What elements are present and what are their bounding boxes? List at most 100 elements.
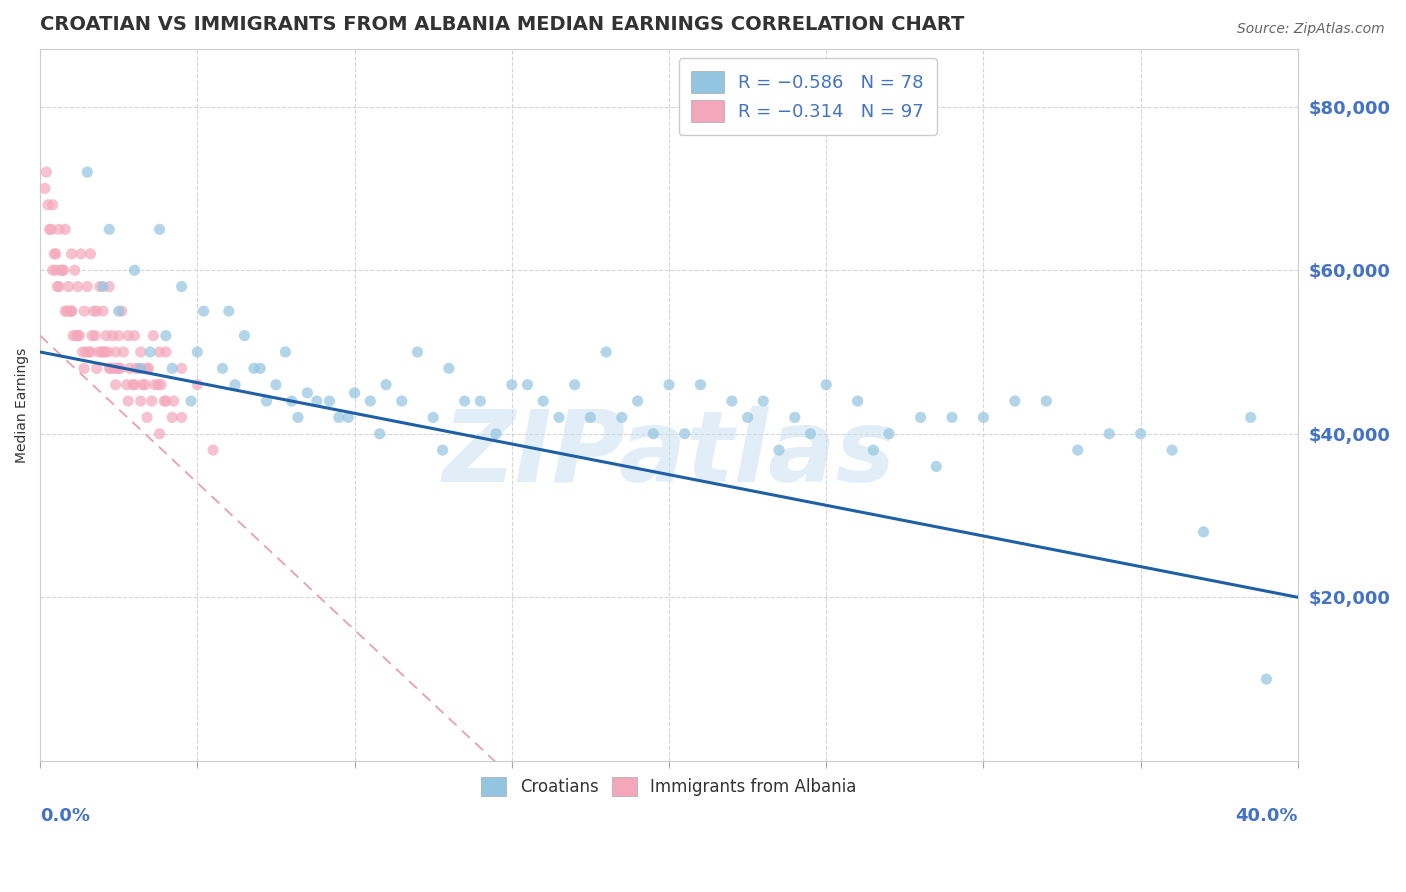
Point — [1192, 524, 1215, 539]
Point — [752, 394, 775, 409]
Point — [67, 328, 90, 343]
Point — [925, 459, 948, 474]
Point — [531, 394, 554, 409]
Point — [91, 345, 114, 359]
Point — [37, 198, 59, 212]
Point — [1035, 394, 1057, 409]
Point — [107, 328, 129, 343]
Point — [1240, 410, 1263, 425]
Point — [105, 361, 128, 376]
Point — [211, 361, 233, 376]
Point — [111, 304, 134, 318]
Point — [1067, 443, 1090, 458]
Point — [256, 394, 278, 409]
Point — [432, 443, 454, 458]
Point — [337, 410, 360, 425]
Point — [66, 279, 89, 293]
Point — [783, 410, 806, 425]
Point — [149, 345, 172, 359]
Point — [579, 410, 602, 425]
Point — [1161, 443, 1184, 458]
Point — [66, 328, 89, 343]
Point — [143, 377, 166, 392]
Point — [453, 394, 475, 409]
Point — [44, 247, 66, 261]
Point — [101, 328, 124, 343]
Point — [721, 394, 744, 409]
Point — [65, 328, 87, 343]
Point — [186, 377, 208, 392]
Text: 0.0%: 0.0% — [41, 807, 90, 825]
Point — [86, 304, 108, 318]
Point — [104, 345, 127, 359]
Point — [107, 304, 129, 318]
Point — [128, 361, 150, 376]
Point — [224, 377, 246, 392]
Point — [972, 410, 994, 425]
Point — [150, 377, 173, 392]
Point — [233, 328, 256, 343]
Point — [79, 345, 101, 359]
Text: CROATIAN VS IMMIGRANTS FROM ALBANIA MEDIAN EARNINGS CORRELATION CHART: CROATIAN VS IMMIGRANTS FROM ALBANIA MEDI… — [41, 15, 965, 34]
Point — [73, 361, 96, 376]
Point — [643, 426, 665, 441]
Point — [673, 426, 696, 441]
Point — [595, 345, 617, 359]
Point — [51, 263, 73, 277]
Point — [1256, 672, 1278, 686]
Point — [124, 328, 146, 343]
Point — [193, 304, 215, 318]
Point — [60, 304, 83, 318]
Point — [72, 345, 94, 359]
Point — [180, 394, 202, 409]
Point — [60, 304, 83, 318]
Point — [153, 394, 176, 409]
Point — [1098, 426, 1121, 441]
Text: 40.0%: 40.0% — [1236, 807, 1298, 825]
Point — [35, 165, 58, 179]
Point — [98, 279, 121, 293]
Point — [799, 426, 821, 441]
Point — [53, 304, 76, 318]
Point — [73, 304, 96, 318]
Point — [53, 222, 76, 236]
Point — [318, 394, 340, 409]
Point — [264, 377, 287, 392]
Point — [129, 361, 152, 376]
Point — [170, 410, 193, 425]
Point — [98, 222, 121, 236]
Point — [470, 394, 492, 409]
Point — [658, 377, 681, 392]
Point — [768, 443, 790, 458]
Point — [86, 361, 108, 376]
Point — [124, 263, 146, 277]
Point — [91, 279, 114, 293]
Point — [737, 410, 759, 425]
Point — [129, 394, 152, 409]
Point — [34, 181, 56, 195]
Point — [437, 361, 460, 376]
Point — [89, 279, 111, 293]
Point — [98, 361, 121, 376]
Point — [104, 377, 127, 392]
Point — [564, 377, 586, 392]
Point — [49, 263, 72, 277]
Point — [107, 361, 129, 376]
Point — [160, 410, 183, 425]
Point — [94, 328, 117, 343]
Point — [103, 361, 125, 376]
Point — [846, 394, 869, 409]
Text: ZIPatlas: ZIPatlas — [443, 407, 896, 503]
Point — [48, 279, 70, 293]
Point — [75, 345, 97, 359]
Point — [243, 361, 266, 376]
Point — [391, 394, 413, 409]
Point — [79, 247, 101, 261]
Point — [52, 263, 75, 277]
Point — [41, 263, 63, 277]
Point — [39, 222, 62, 236]
Point — [48, 222, 70, 236]
Point — [170, 361, 193, 376]
Point — [280, 394, 302, 409]
Point — [170, 279, 193, 293]
